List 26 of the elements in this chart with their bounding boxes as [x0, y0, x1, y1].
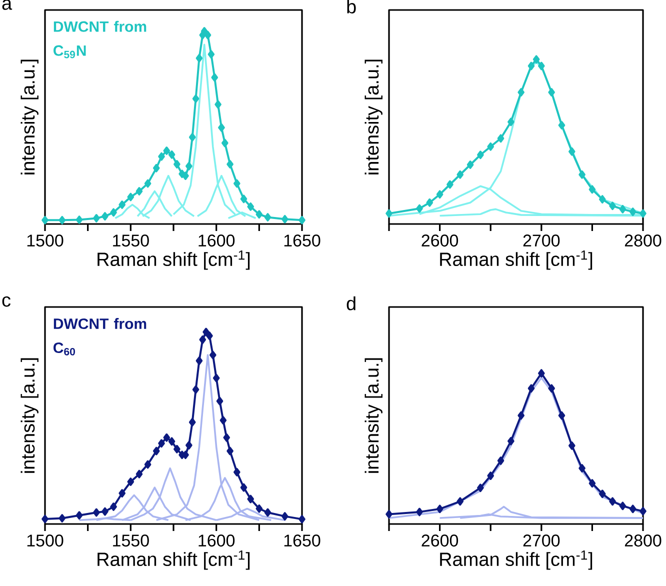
- x-tick-label: 2800: [624, 534, 662, 547]
- x-tick-label: 1600: [198, 234, 235, 247]
- x-tick-label: 1650: [284, 534, 320, 547]
- x-axis-title: Raman shift [cm$^{-1}$]: [440, 250, 592, 270]
- y-axis-title: intensity [a.u.]: [20, 358, 38, 473]
- x-axis-title: Raman shift [cm$^{-1}$]: [98, 550, 250, 570]
- x-tick-label: 1550: [113, 534, 149, 547]
- x-tick-label: 2600: [422, 234, 458, 247]
- x-tick-label: 1500: [27, 534, 64, 547]
- y-axis-title: intensity [a.u.]: [364, 358, 382, 473]
- x-tick-label: 1500: [27, 234, 64, 247]
- x-tick-label: 1550: [113, 234, 149, 247]
- x-tick-label: 1650: [284, 234, 320, 247]
- x-tick-label: 2700: [523, 234, 560, 247]
- x-axis-title: Raman shift [cm$^{-1}$]: [98, 250, 250, 270]
- x-tick-label: 2600: [422, 534, 458, 547]
- x-tick-label: 2700: [523, 534, 560, 547]
- text: c: [2, 296, 11, 307]
- annotation: DWCNT from C$_{59}$N: [54, 20, 146, 58]
- text: d: [346, 296, 356, 310]
- x-axis-title: Raman shift [cm$^{-1}$]: [440, 550, 592, 570]
- annotation: DWCNT from C$_{60}$: [54, 318, 146, 356]
- x-tick-label: 2800: [624, 234, 662, 247]
- y-axis-title: intensity [a.u.]: [364, 60, 382, 174]
- y-axis-title: intensity [a.u.]: [20, 60, 38, 174]
- x-tick-label: 1600: [198, 534, 235, 547]
